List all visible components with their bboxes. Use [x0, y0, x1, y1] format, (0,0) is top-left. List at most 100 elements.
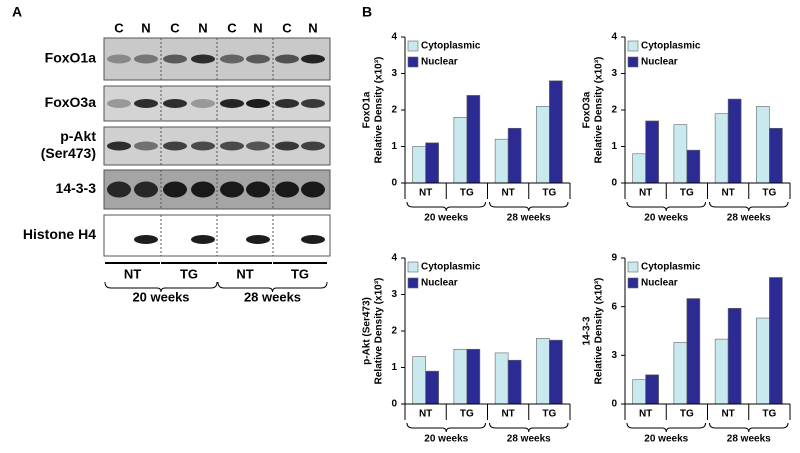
group-label: 28 weeks [507, 213, 551, 224]
bar [632, 379, 646, 405]
bar [536, 337, 550, 405]
blot-band [191, 54, 215, 64]
x-tick-label: TG [680, 188, 694, 199]
x-tick-label: NT [419, 409, 432, 420]
y-tick-label: 0 [391, 399, 397, 410]
y-tick-label: 4 [391, 253, 397, 264]
blot-band [301, 141, 325, 151]
group-label: 28 weeks [507, 434, 551, 445]
protein-label: FoxO3a [45, 94, 97, 110]
brace [709, 422, 789, 433]
protein-label: 14-3-3 [56, 180, 97, 196]
bar [507, 127, 522, 184]
blot-band [246, 141, 270, 151]
legend-label: Nuclear [641, 278, 678, 289]
blot-band [220, 181, 244, 198]
bar [769, 127, 783, 184]
bar [453, 117, 468, 184]
blot-band [275, 181, 299, 198]
group-label: NT [124, 266, 141, 281]
x-tick-label: NT [721, 188, 734, 199]
y-tick-label: 2 [391, 326, 397, 337]
blot-band [191, 141, 215, 151]
y-tick-label: 3 [391, 289, 397, 300]
brace [406, 201, 486, 212]
protein-label: FoxO1a [45, 50, 97, 66]
group-label: 20 weeks [644, 434, 688, 445]
y-axis-label: FoxO3a [582, 91, 593, 128]
bar [549, 80, 563, 184]
y-axis-label: Relative Density (x10³) [594, 278, 605, 385]
legend-label: Cytoplasmic [641, 41, 701, 52]
legend-swatch [407, 56, 419, 68]
y-tick-label: 0 [611, 399, 617, 410]
brace [217, 281, 328, 293]
y-axis-label: FoxO1a [362, 91, 373, 128]
blot-band [275, 141, 299, 151]
bar [756, 106, 770, 184]
bar [727, 98, 742, 184]
brace [489, 201, 569, 212]
y-axis-label: Relative Density (x10³) [594, 57, 605, 164]
bar [673, 342, 688, 405]
y-tick-label: 9 [611, 253, 617, 264]
group-label: NT [236, 266, 253, 281]
blot-band [301, 54, 325, 64]
y-tick-label: 3 [611, 68, 617, 79]
x-tick-label: TG [542, 409, 556, 420]
lane-label: C [227, 20, 237, 35]
bar [453, 348, 468, 405]
bar [632, 153, 646, 184]
legend-swatch [627, 40, 639, 52]
legend-swatch [407, 261, 419, 273]
x-tick-label: TG [542, 188, 556, 199]
y-axis-label: 14-3-3 [582, 316, 593, 345]
legend-label: Nuclear [421, 57, 458, 68]
y-tick-label: 3 [391, 68, 397, 79]
blot-band [301, 235, 325, 244]
x-tick-label: NT [639, 409, 652, 420]
bar [714, 113, 729, 184]
lane-label: N [253, 20, 262, 35]
x-tick-label: TG [762, 188, 776, 199]
y-tick-label: 0 [391, 178, 397, 189]
group-label: 20 weeks [424, 213, 468, 224]
time-label: 28 weeks [244, 289, 301, 304]
brace [489, 422, 569, 433]
group-label: TG [291, 266, 309, 281]
x-tick-label: TG [460, 409, 474, 420]
legend-swatch [627, 277, 639, 289]
panel-label: B [362, 4, 372, 20]
bar [425, 142, 439, 184]
y-tick-label: 4 [611, 32, 617, 43]
lane-label: N [198, 20, 207, 35]
group-label: 20 weeks [644, 213, 688, 224]
bar [769, 277, 783, 405]
group-label: 20 weeks [424, 434, 468, 445]
blot-band [163, 181, 187, 198]
bar [686, 298, 701, 405]
y-axis-label: Relative Density (x10³) [374, 57, 385, 164]
y-tick-label: 6 [611, 301, 617, 312]
lane-label: N [141, 20, 150, 35]
legend-label: Nuclear [421, 278, 458, 289]
x-tick-label: NT [501, 409, 514, 420]
y-tick-label: 2 [391, 105, 397, 116]
y-axis-label: p-Akt (Ser473) [362, 297, 373, 365]
lane-label: N [308, 20, 317, 35]
group-label: TG [180, 266, 198, 281]
blot-band [246, 181, 270, 198]
legend-swatch [627, 56, 639, 68]
blot-band [134, 235, 158, 244]
bar [412, 356, 426, 405]
lane-label: C [170, 20, 180, 35]
x-tick-label: TG [460, 188, 474, 199]
blot-band [246, 235, 270, 244]
legend-swatch [407, 277, 419, 289]
lane-label: C [282, 20, 292, 35]
brace [104, 281, 218, 293]
blot-band [107, 181, 131, 198]
blot-band [301, 181, 325, 198]
bar [536, 106, 550, 184]
